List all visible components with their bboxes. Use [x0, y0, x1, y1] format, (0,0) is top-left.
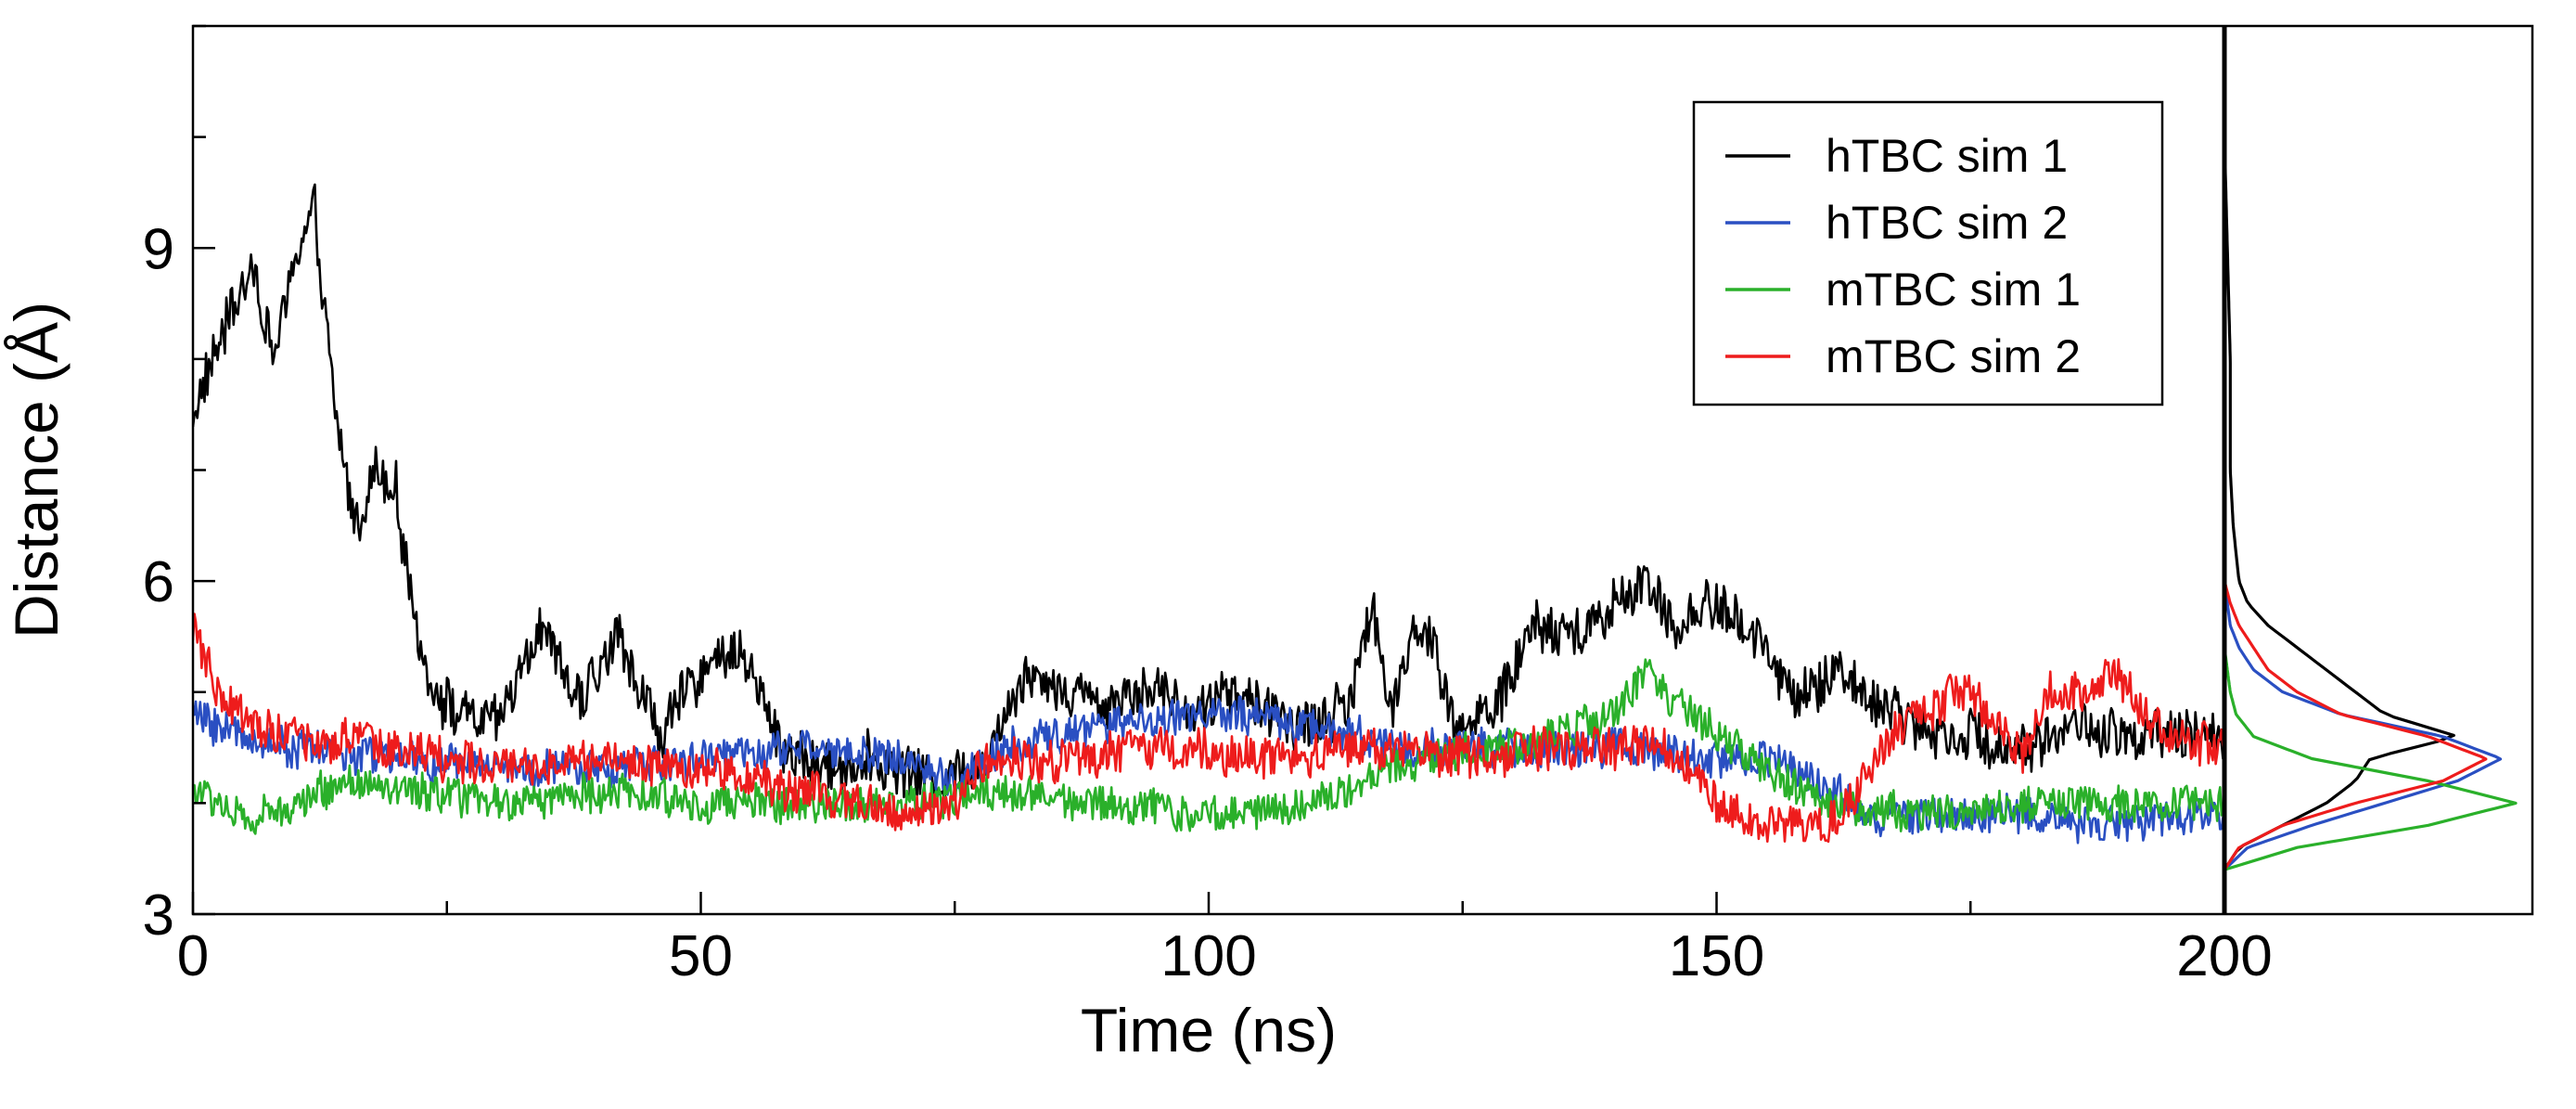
- x-tick-label: 150: [1669, 924, 1764, 988]
- y-axis-title: Distance (Å): [2, 302, 70, 638]
- x-axis-title: Time (ns): [1081, 996, 1337, 1064]
- x-tick-label: 100: [1160, 924, 1256, 988]
- main-plot-area: [193, 183, 2224, 845]
- legend: hTBC sim 1 hTBC sim 2 mTBC sim 1 mTBC sim 2: [1692, 100, 2164, 406]
- distribution-curve-htbc-sim-1: [2223, 136, 2455, 870]
- axes: 0 50 100 150 200 3 6 9 Time (ns) Distance (Å): [2, 24, 2534, 1064]
- legend-label: hTBC sim 2: [1826, 197, 2068, 249]
- y-tick-label: 6: [143, 550, 174, 614]
- legend-label: mTBC sim 1: [1826, 264, 2081, 316]
- distribution-panel: [2222, 26, 2518, 914]
- distribution-curve-mtbc-sim-2: [2223, 580, 2488, 870]
- distribution-curve-mtbc-sim-1: [2223, 647, 2518, 871]
- legend-label: mTBC sim 2: [1826, 330, 2081, 382]
- x-tick-label: 0: [177, 924, 209, 988]
- x-tick-label: 200: [2176, 924, 2272, 988]
- series-line-mtbc-sim-1: [193, 658, 2224, 835]
- series-line-htbc-sim-1: [193, 183, 2224, 806]
- legend-label: hTBC sim 1: [1826, 130, 2068, 182]
- y-tick-label: 9: [143, 217, 174, 281]
- legend-box: [1692, 100, 2164, 406]
- y-tick-label: 3: [143, 883, 174, 948]
- distribution-curve-htbc-sim-2: [2223, 580, 2503, 871]
- series-line-mtbc-sim-2: [193, 613, 2224, 844]
- x-tick-label: 50: [669, 924, 733, 988]
